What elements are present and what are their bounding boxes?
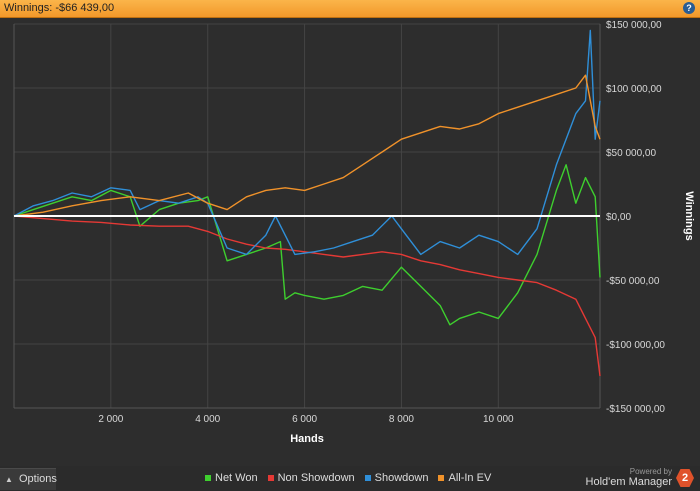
options-button[interactable]: ▲ Options: [0, 468, 57, 490]
legend-label: All-In EV: [448, 472, 492, 484]
x-axis-title: Hands: [290, 433, 324, 445]
legend-swatch: [267, 475, 274, 481]
legend-swatch: [205, 475, 211, 481]
series-line-all-in-ev: [13, 74, 601, 217]
x-tick-label: 4 000: [195, 414, 220, 425]
series-line-non-showdown: [13, 215, 601, 377]
powered-by-text: Powered by: [629, 467, 672, 476]
y-tick-label: $50 000,00: [606, 148, 656, 159]
legend-item[interactable]: Non Showdown: [267, 472, 355, 484]
x-tick-label: 8 000: [389, 414, 414, 425]
title-bar: Winnings: -$66 439,00 ?: [0, 0, 700, 18]
y-tick-label: -$50 000,00: [606, 276, 660, 287]
window-title: Winnings: -$66 439,00: [4, 2, 115, 14]
series-line-net-won: [13, 164, 601, 326]
y-tick-label: -$150 000,00: [606, 404, 665, 415]
x-tick-label: 6 000: [292, 414, 317, 425]
legend-item[interactable]: All-In EV: [438, 472, 491, 484]
legend-label: Showdown: [374, 472, 429, 484]
x-tick-label: 2 000: [98, 414, 123, 425]
options-label: Options: [19, 473, 57, 485]
powered-by-block: Powered by Hold'em Manager: [576, 467, 672, 489]
chart-legend: Net Won Non Showdown Showdown All-In EV: [205, 470, 491, 486]
y-tick-label: $0,00: [606, 212, 631, 223]
help-icon[interactable]: ?: [683, 2, 695, 14]
x-tick-label: 10 000: [483, 414, 514, 425]
bottom-bar: ▲ Options Net Won Non Showdown Showdown All…: [0, 466, 700, 491]
hem-logo-icon: 2: [676, 469, 694, 487]
winnings-chart: $150 000,00 $100 000,00 $50 000,00 $0,00 -$5…: [0, 18, 700, 466]
y-tick-label: $100 000,00: [606, 84, 662, 95]
y-tick-label: $150 000,00: [606, 20, 662, 31]
legend-swatch: [364, 475, 371, 481]
series-line-showdown: [13, 29, 601, 256]
legend-item[interactable]: Net Won: [205, 472, 258, 484]
legend-label: Non Showdown: [277, 472, 355, 484]
legend-item[interactable]: Showdown: [364, 472, 429, 484]
y-tick-label: -$100 000,00: [606, 340, 665, 351]
y-axis-title: Winnings: [683, 191, 695, 240]
chart-svg: $150 000,00 $100 000,00 $50 000,00 $0,00 -$5…: [13, 20, 695, 445]
caret-up-icon: ▲: [5, 475, 13, 484]
legend-label: Net Won: [215, 472, 258, 484]
brand-name: Hold'em Manager: [585, 476, 672, 488]
legend-swatch: [438, 475, 445, 481]
